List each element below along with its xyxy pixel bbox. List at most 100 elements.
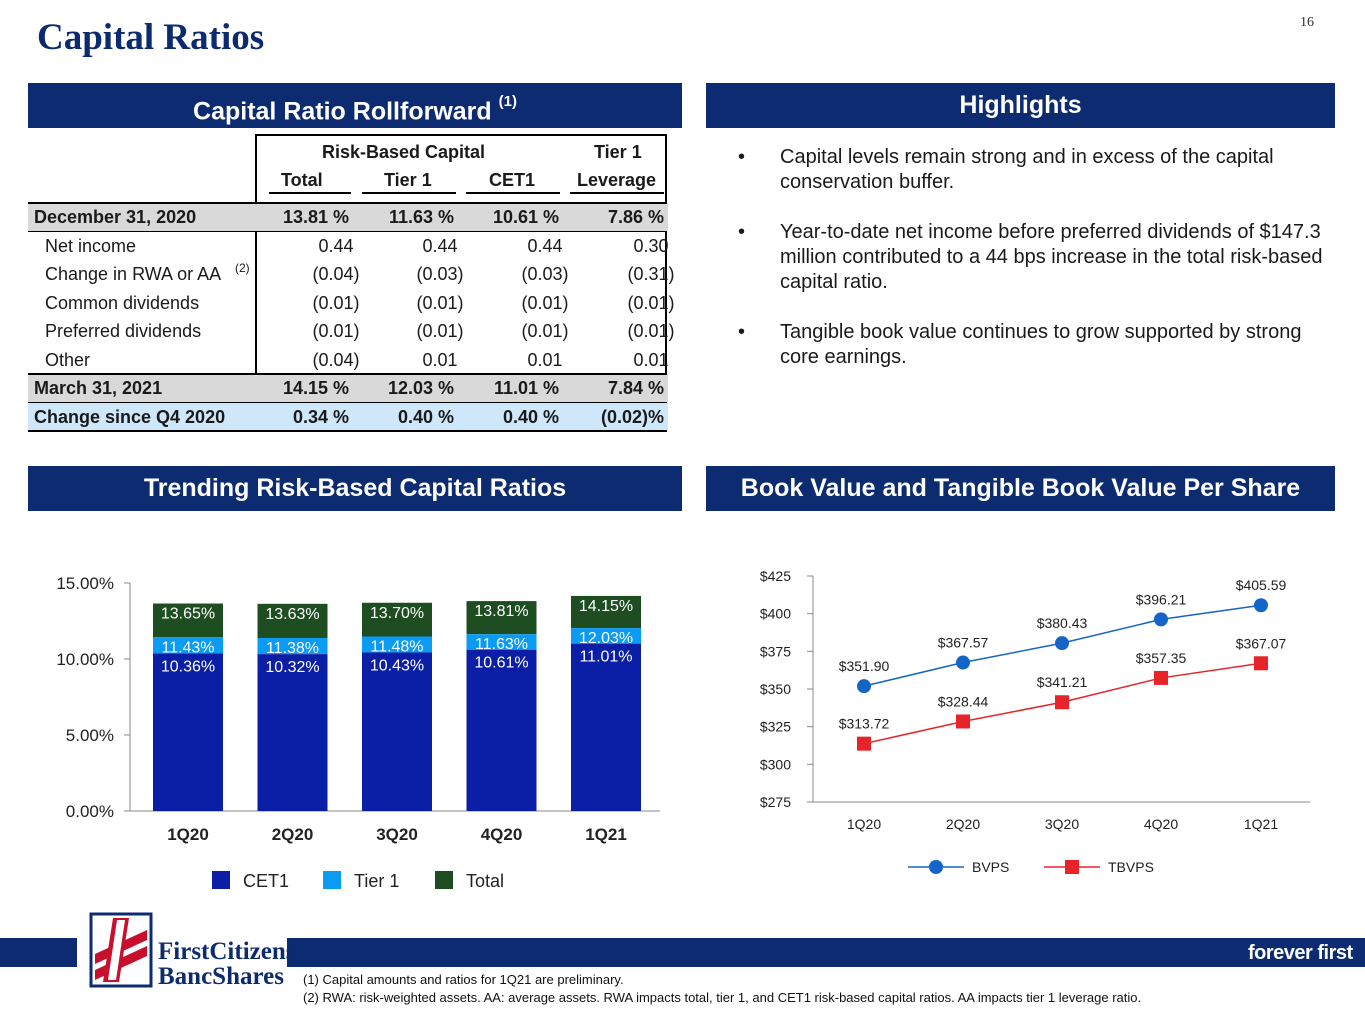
- table-cell: (0.01): [312, 293, 360, 313]
- bar-total: [571, 595, 641, 629]
- x-tick-label: 3Q20: [376, 825, 418, 844]
- highlight-item: • Capital levels remain strong and in exc…: [738, 145, 1328, 195]
- bar-total: [362, 602, 432, 637]
- x-tick-label: 3Q20: [1045, 816, 1079, 832]
- table-row: Preferred dividends (0.01) (0.01) (0.01) (0.…: [28, 317, 675, 345]
- data-label-total: 14.15%: [579, 598, 633, 615]
- bar-tier1: [571, 628, 641, 644]
- footer-bar-right: [287, 938, 1365, 967]
- table-cell: 0.44: [422, 236, 458, 256]
- data-label-tier1: 11.43%: [161, 639, 214, 656]
- bar-tier1: [257, 638, 328, 655]
- data-label-bvps: $380.43: [1037, 615, 1088, 631]
- data-label-cet1: 10.32%: [265, 659, 319, 676]
- data-point-bvps: [1254, 598, 1268, 613]
- x-tick-label: 4Q20: [481, 825, 523, 844]
- col-header-leverage: Leverage: [577, 170, 657, 190]
- y-tick-label: $350: [760, 681, 791, 697]
- bar-cet1: [257, 654, 328, 811]
- row-divider: [28, 231, 667, 232]
- highlights-list: • Capital levels remain strong and in exc…: [738, 145, 1328, 395]
- table-cell: (0.01): [312, 321, 360, 341]
- y-tick-label: $425: [760, 568, 791, 584]
- row-label: March 31, 2021: [34, 378, 163, 398]
- bar-cet1: [362, 652, 432, 811]
- row-label: Change since Q4 2020: [34, 407, 226, 427]
- table-cell: 0.30: [633, 236, 669, 256]
- table-cell: 11.63 %: [388, 207, 454, 227]
- data-point-tbvps: [956, 714, 970, 729]
- table-cell: (0.01): [627, 321, 675, 341]
- table-row: Other (0.04) 0.01 0.01 0.01: [28, 346, 669, 374]
- data-label-total: 13.63%: [265, 606, 319, 623]
- book-value-header: Book Value and Tangible Book Value Per S…: [706, 466, 1335, 511]
- highlight-text: Year-to-date net income before preferred…: [780, 221, 1323, 293]
- col-header-cet1: CET1: [489, 170, 536, 190]
- data-label-tbvps: $367.07: [1236, 635, 1287, 651]
- table-cell: 0.01: [527, 350, 563, 370]
- y-tick-label: $275: [760, 794, 791, 810]
- logo-line2: BancShares: [158, 963, 284, 990]
- table-row: December 31, 2020 13.81 % 11.63 % 10.61 % 7.…: [28, 203, 668, 231]
- table-cell: 13.81 %: [282, 207, 349, 227]
- table-cell: (0.02)%: [600, 407, 664, 427]
- highlight-item: • Tangible book value continues to grow s…: [738, 320, 1328, 370]
- legend-label: Total: [466, 871, 504, 891]
- page-number: 16: [1300, 15, 1314, 30]
- data-point-bvps: [1154, 612, 1168, 627]
- table-cell: (0.01): [627, 293, 675, 313]
- data-label-cet1: 10.43%: [370, 657, 424, 674]
- highlight-item: • Year-to-date net income before preferre…: [738, 220, 1328, 295]
- table-cell: 7.86 %: [607, 207, 664, 227]
- data-label-bvps: $405.59: [1236, 577, 1287, 593]
- logo-line1: FirstCitizens: [158, 938, 296, 965]
- row-divider: [28, 202, 667, 204]
- first-citizens-logo-icon: [89, 912, 153, 988]
- table-cell: (0.01): [416, 321, 464, 341]
- row-divider: [28, 430, 667, 432]
- bar-total: [466, 601, 537, 635]
- table-cell: 0.40 %: [502, 407, 559, 427]
- table-cell: 0.01: [422, 350, 458, 370]
- table-cell: 14.15 %: [282, 378, 349, 398]
- bar-total: [257, 603, 328, 639]
- table-cell: (0.01): [521, 293, 569, 313]
- x-tick-label: 1Q21: [1244, 816, 1278, 832]
- rollforward-header-text: Capital Ratio Rollforward: [193, 97, 492, 126]
- highlight-text: Capital levels remain strong and in exce…: [780, 146, 1274, 193]
- x-tick-label: 2Q20: [272, 825, 314, 844]
- data-label-bvps: $367.57: [938, 635, 989, 651]
- y-tick-label: $400: [760, 606, 791, 622]
- table-row: March 31, 2021 14.15 % 12.03 % 11.01 % 7.84 …: [28, 374, 668, 402]
- legend-swatch: [212, 871, 230, 889]
- data-label-total: 13.65%: [161, 606, 215, 623]
- data-label-tier1: 11.48%: [370, 639, 423, 656]
- table-cell: 0.44: [318, 236, 354, 256]
- row-divider: [28, 402, 667, 403]
- table-cell: (0.01): [521, 321, 569, 341]
- table-cell: (0.04): [312, 350, 360, 370]
- table-row: Net income 0.44 0.44 0.44 0.30: [28, 232, 669, 260]
- table-row: Change since Q4 2020 0.34 % 0.40 % 0.40 % (0…: [28, 403, 668, 431]
- legend-label: Tier 1: [354, 871, 399, 891]
- y-tick-label: $325: [760, 719, 791, 735]
- table-cell: 7.84 %: [607, 378, 664, 398]
- tier1-group-label: Tier 1: [594, 142, 642, 162]
- legend-swatch: [435, 871, 453, 889]
- x-tick-label: 1Q20: [847, 816, 881, 832]
- highlights-header: Highlights: [706, 83, 1335, 128]
- y-tick-label: 10.00%: [56, 650, 114, 669]
- data-label-cet1: 10.61%: [474, 655, 528, 672]
- col-header-tier1: Tier 1: [384, 170, 432, 190]
- bar-tier1: [153, 637, 223, 654]
- book-value-line-chart: $275 $300 $325 $350 $375 $400 $425 1Q20 2Q20 3Q20…: [760, 568, 1310, 875]
- x-tick-label: 2Q20: [946, 816, 980, 832]
- bar-cet1: [466, 649, 537, 811]
- row-label: Change in RWA or AA: [45, 264, 222, 284]
- trending-header: Trending Risk-Based Capital Ratios: [28, 466, 682, 511]
- table-cell: (0.04): [312, 264, 360, 284]
- table-cell: 0.34 %: [292, 407, 349, 427]
- bar-tier1: [362, 636, 432, 653]
- row-label: Net income: [45, 236, 137, 256]
- table-row: Common dividends (0.01) (0.01) (0.01) (0.01): [28, 289, 675, 317]
